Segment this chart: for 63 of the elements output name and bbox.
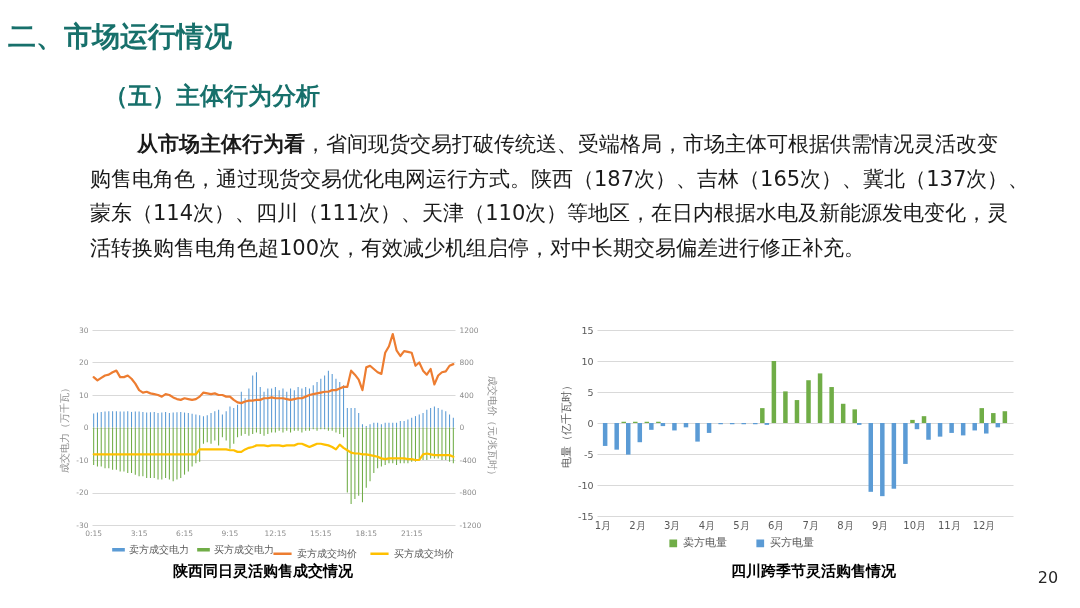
text: 活转换购售电角色超100次，有效减少机组启停，对中长期交易偏差进行修正补充。 [90, 235, 866, 260]
y-tick-label: 10 [581, 355, 594, 367]
bar [910, 419, 915, 423]
x-tick-label: 12月 [972, 519, 996, 531]
x-tick-label: 11月 [938, 519, 961, 531]
bar [984, 423, 989, 434]
bar [991, 413, 996, 423]
line-series [92, 332, 455, 405]
x-tick-label: 5月 [733, 519, 750, 531]
bar [783, 391, 788, 423]
bar [880, 423, 885, 497]
text: （五）主体行为分析 [104, 82, 320, 110]
y-tick-label: -15 [577, 510, 594, 522]
text: 从市场主体行为看 [136, 132, 305, 156]
y-tick-label: 5 [587, 386, 594, 398]
bar [625, 423, 631, 455]
legend-label: 买方成交电力 [214, 543, 274, 555]
line-series [92, 442, 455, 462]
bar [806, 380, 811, 423]
text: ，省间现货交易打破传统送、受端格局，市场主体可根据供需情况灵活改变 [305, 132, 998, 156]
x-tick-label: 7月 [802, 519, 819, 531]
text: 陕西同日灵活购售成交情况 [172, 562, 354, 580]
y-tick-label: -5 [584, 448, 594, 460]
bar [695, 423, 700, 442]
bar [949, 423, 954, 433]
x-tick-label: 2月 [629, 519, 646, 531]
x-tick-label: 4月 [698, 519, 716, 531]
bar [852, 409, 857, 423]
bar [829, 387, 834, 423]
bar [903, 423, 908, 464]
y-tick-label: 15 [581, 324, 594, 336]
x-tick-label: 10月 [903, 519, 927, 531]
bar [972, 423, 977, 431]
text: 二、市场运行情况 [8, 20, 233, 53]
legend-label: 卖方成交电力 [129, 543, 189, 555]
bar [979, 408, 985, 423]
y-tick-label: -10 [577, 479, 594, 491]
bar [672, 423, 677, 431]
text: 20 [1037, 568, 1059, 587]
y-axis-title: 电量（亿千瓦时） [559, 379, 573, 468]
bar [614, 423, 619, 450]
x-tick-label: 6月 [767, 519, 785, 531]
x-tick-label: 9月 [871, 519, 889, 531]
x-tick-label: 1月 [594, 519, 612, 531]
bar [817, 373, 823, 423]
x-tick-label: 8月 [837, 519, 854, 531]
y-axis-title: 成交电力（万千瓦） [59, 383, 71, 473]
bar [921, 416, 927, 423]
text: 四川跨季节灵活购售情况 [730, 562, 897, 580]
legend-label: 买方成交均价 [394, 547, 454, 559]
text: 蒙东（114次）、四川（111次）、天津（110次）等地区，在日内根据水电及新能源发电变化，灵 [90, 201, 1009, 225]
bar [1002, 411, 1008, 423]
y2-axis-title: 成交电价（元/兆瓦时） [487, 376, 499, 480]
y-tick-label: 0 [587, 417, 594, 429]
bar [937, 423, 943, 437]
bar [649, 423, 654, 430]
bar [926, 423, 931, 440]
bar [760, 408, 765, 423]
x-tick-label: 3月 [664, 519, 681, 531]
legend-label: 卖方成交均价 [297, 547, 357, 559]
legend-label: 卖方电量 [682, 536, 727, 549]
legend-label: 买方电量 [769, 536, 814, 549]
text: 购售电角色，通过现货交易优化电网运行方式。陕西（187次）、吉林（165次）、冀北（137次）、 [90, 166, 1030, 191]
